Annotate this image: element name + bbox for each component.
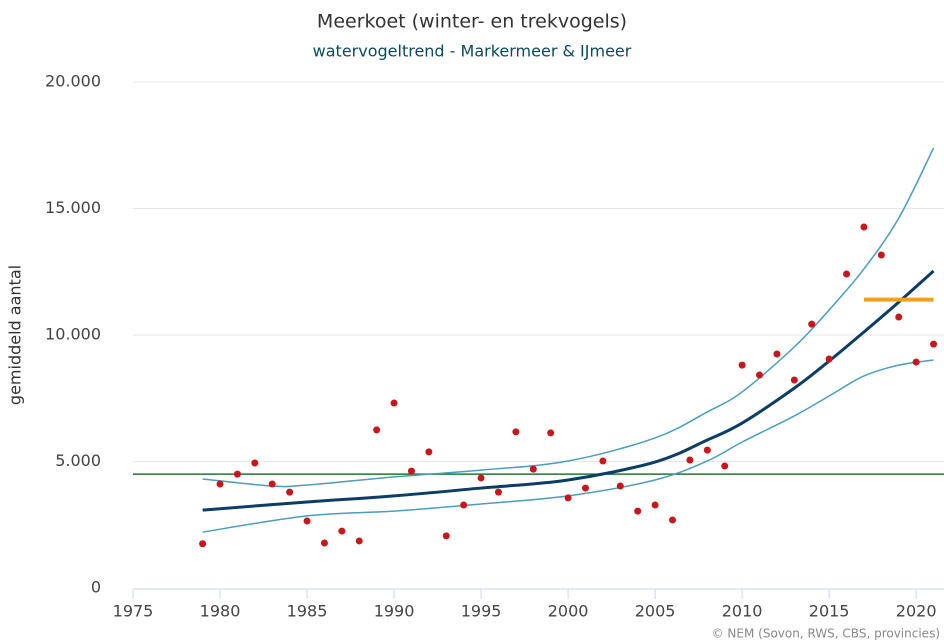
point: [477, 474, 485, 482]
x-tick-label: 1990: [374, 602, 415, 621]
point: [320, 539, 328, 547]
point: [355, 537, 363, 545]
point: [651, 501, 659, 509]
point: [703, 446, 711, 454]
x-tick-label: 1995: [461, 602, 502, 621]
point: [825, 355, 833, 363]
point: [738, 361, 746, 369]
point: [494, 488, 502, 496]
point: [721, 462, 729, 470]
y-tick-label: 20.000: [45, 72, 101, 91]
point: [808, 320, 816, 328]
point: [616, 482, 624, 490]
point: [425, 448, 433, 456]
point: [581, 484, 589, 492]
point: [547, 429, 555, 437]
point: [877, 251, 885, 259]
x-tick-label: 2020: [896, 602, 937, 621]
line: [202, 147, 935, 488]
point: [338, 527, 346, 535]
point: [860, 223, 868, 231]
point: [529, 465, 537, 473]
y-axis-label: gemiddeld aantal: [6, 265, 25, 405]
point: [233, 470, 241, 478]
point: [843, 270, 851, 278]
x-tick-label: 2010: [722, 602, 763, 621]
point: [268, 480, 276, 488]
x-tick-label: 2000: [548, 602, 589, 621]
point: [442, 532, 450, 540]
credit: © NEM (Sovon, RWS, CBS, provincies): [712, 627, 940, 641]
point: [286, 488, 294, 496]
point: [756, 371, 764, 379]
point: [216, 480, 224, 488]
point: [773, 350, 781, 358]
point: [407, 467, 415, 475]
point: [564, 494, 572, 502]
point: [512, 428, 520, 436]
x-tick-label: 1980: [200, 602, 241, 621]
line: [202, 359, 934, 533]
point: [460, 501, 468, 509]
y-tick-label: 15.000: [45, 198, 101, 217]
y-tick-label: 5.000: [55, 451, 101, 470]
line: [202, 269, 935, 512]
point: [303, 517, 311, 525]
y-tick-label: 10.000: [45, 325, 101, 344]
x-tick-label: 2015: [809, 602, 850, 621]
y-tick-label: 0: [91, 578, 101, 597]
point: [373, 426, 381, 434]
x-tick-label: 2005: [635, 602, 676, 621]
point: [199, 540, 207, 548]
point: [669, 516, 677, 524]
point: [634, 507, 642, 515]
x-tick-label: 1985: [287, 602, 328, 621]
point: [686, 456, 694, 464]
x-tick-label: 1975: [113, 602, 154, 621]
point: [251, 459, 259, 467]
chart-title: Meerkoet (winter- en trekvogels): [317, 11, 627, 33]
chart-subtitle: watervogeltrend - Markermeer & IJmeer: [313, 42, 632, 61]
point: [895, 313, 903, 321]
point: [390, 399, 398, 407]
point: [912, 358, 920, 366]
point: [930, 340, 938, 348]
point: [599, 457, 607, 465]
point: [790, 376, 798, 384]
